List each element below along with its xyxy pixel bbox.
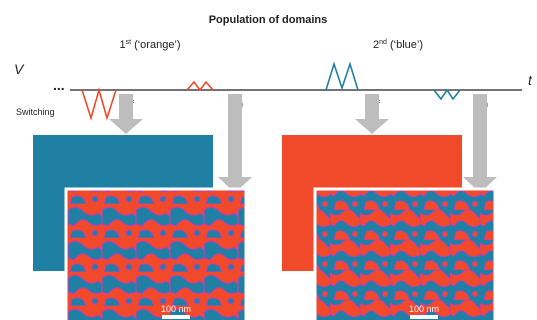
heading-first-rest: (‘orange’) bbox=[131, 39, 181, 51]
pulse-read-orange bbox=[186, 80, 214, 92]
figure-title: Population of domains bbox=[209, 14, 328, 26]
heading-first-num: 1 bbox=[119, 39, 125, 51]
arrow-off-second bbox=[355, 94, 389, 134]
heading-second-sup: nd bbox=[379, 39, 387, 46]
arrow-on-second bbox=[463, 94, 497, 193]
pulse-switch-orange bbox=[81, 87, 117, 121]
voltage-axis-label: V bbox=[14, 61, 25, 77]
scale-bar-first bbox=[162, 315, 190, 319]
time-axis-label: t bbox=[528, 72, 533, 88]
heading-first-domain: 1st (‘orange’) bbox=[119, 39, 180, 51]
heading-first-sup: st bbox=[126, 39, 132, 46]
pulse-switch-blue bbox=[325, 61, 359, 91]
scale-label-first: 100 nm bbox=[161, 304, 191, 314]
arrow-off-first bbox=[109, 94, 143, 134]
pulse-read-blue bbox=[433, 88, 461, 101]
switching-label: Switching bbox=[16, 107, 55, 117]
scale-label-second: 100 nm bbox=[409, 304, 439, 314]
heading-second-rest: (‘blue’) bbox=[387, 39, 423, 51]
pfm-image-second bbox=[313, 187, 497, 320]
scale-bar-second bbox=[410, 315, 438, 319]
heading-second-num: 2 bbox=[373, 39, 379, 51]
arrow-on-first bbox=[218, 94, 252, 193]
heading-second-domain: 2nd (‘blue’) bbox=[373, 39, 423, 51]
pfm-image-first bbox=[64, 187, 248, 320]
ellipsis: ... bbox=[53, 77, 65, 93]
